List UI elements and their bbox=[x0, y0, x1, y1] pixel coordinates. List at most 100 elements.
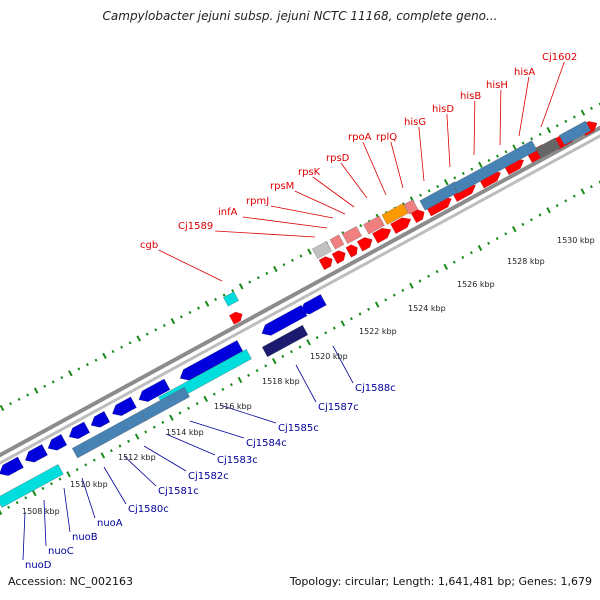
tick-mark-upper bbox=[43, 384, 47, 388]
feature-pink-box bbox=[329, 234, 345, 250]
tick-mark-upper bbox=[188, 310, 192, 315]
reverse-gene-label: Cj1584c bbox=[246, 438, 287, 449]
forward-gene-label: Cj1602 bbox=[542, 52, 577, 63]
feature-dark-box bbox=[261, 324, 309, 358]
feature-gray-box bbox=[312, 241, 332, 259]
feature-gray-box bbox=[535, 137, 561, 159]
leader-line bbox=[418, 126, 425, 182]
reverse-gene-label: Cj1587c bbox=[318, 402, 359, 413]
tick-mark-lower bbox=[187, 406, 191, 410]
reverse-gene-arrow bbox=[0, 456, 24, 476]
tick-mark-upper bbox=[273, 265, 278, 273]
tick-mark-lower bbox=[15, 500, 19, 505]
tick-mark-upper bbox=[427, 189, 431, 193]
leader-line bbox=[22, 511, 26, 561]
tick-mark-upper bbox=[359, 224, 363, 228]
tick-mark-upper bbox=[282, 263, 286, 267]
tick-mark-lower bbox=[0, 509, 3, 516]
forward-gene-arrow bbox=[356, 237, 373, 252]
tick-mark-upper bbox=[265, 271, 269, 275]
reverse-gene-label: Cj1580c bbox=[128, 504, 169, 515]
forward-gene-label: rpsK bbox=[298, 167, 321, 178]
scale-label: 1508 kbp bbox=[22, 507, 60, 516]
tick-mark-upper bbox=[307, 248, 312, 255]
leader-line bbox=[63, 487, 71, 533]
tick-mark-lower bbox=[84, 463, 88, 467]
leader-line bbox=[473, 100, 476, 156]
tick-mark-lower bbox=[24, 496, 28, 500]
forward-gene-label: rpsD bbox=[326, 153, 350, 164]
tick-mark-lower bbox=[306, 339, 311, 346]
tick-mark-lower bbox=[271, 358, 277, 365]
leader-line bbox=[81, 477, 96, 519]
tick-mark-lower bbox=[546, 207, 551, 214]
tick-mark-lower bbox=[41, 486, 45, 491]
tick-mark-lower bbox=[152, 425, 156, 429]
scale-label: 1510 kbp bbox=[70, 480, 108, 489]
tick-mark-lower bbox=[127, 439, 131, 443]
tick-mark-lower bbox=[247, 373, 251, 377]
leader-line bbox=[540, 61, 565, 128]
reverse-gene-arrow bbox=[261, 304, 308, 336]
tick-mark-lower bbox=[511, 226, 517, 233]
leader-line bbox=[390, 141, 404, 189]
tick-mark-upper bbox=[128, 341, 132, 345]
tick-mark-upper bbox=[580, 109, 586, 116]
tick-mark-lower bbox=[75, 467, 79, 472]
forward-gene-label: hisG bbox=[404, 117, 426, 128]
leader-line bbox=[518, 76, 530, 137]
tick-mark-upper bbox=[487, 158, 491, 163]
tick-mark-lower bbox=[31, 490, 37, 497]
tick-mark-lower bbox=[461, 255, 465, 260]
tick-mark-upper bbox=[204, 300, 210, 307]
forward-gene-label: cgb bbox=[140, 240, 158, 251]
tick-mark-lower bbox=[580, 188, 586, 195]
leader-line bbox=[294, 190, 346, 215]
tick-mark-lower bbox=[212, 392, 216, 396]
leader-line bbox=[340, 162, 368, 199]
tick-mark-upper bbox=[145, 332, 149, 336]
tick-mark-lower bbox=[237, 376, 243, 384]
reverse-gene-arrow bbox=[25, 444, 48, 463]
tick-mark-lower bbox=[521, 222, 525, 227]
tick-mark-lower bbox=[401, 288, 405, 293]
tick-mark-upper bbox=[470, 167, 474, 171]
tick-mark-lower bbox=[349, 317, 353, 321]
scale-label: 1512 kbp bbox=[118, 453, 156, 462]
tick-mark-upper bbox=[179, 315, 183, 319]
tick-mark-upper bbox=[512, 144, 517, 151]
scale-label: 1514 kbp bbox=[166, 428, 204, 437]
tick-mark-lower bbox=[66, 471, 71, 478]
feature-pink-box bbox=[403, 199, 419, 215]
reverse-gene-arrow bbox=[112, 396, 137, 416]
reverse-gene-label: nuoA bbox=[97, 518, 123, 529]
tick-mark-lower bbox=[452, 260, 456, 264]
tick-mark-upper bbox=[238, 283, 244, 290]
tick-mark-lower bbox=[332, 326, 336, 330]
tick-mark-upper bbox=[170, 318, 176, 325]
tick-mark-lower bbox=[281, 354, 285, 359]
forward-gene-arrow bbox=[372, 227, 392, 244]
leader-line bbox=[158, 249, 223, 282]
tick-mark-lower bbox=[169, 414, 174, 421]
reverse-gene-arrow bbox=[47, 434, 68, 451]
tick-mark-upper bbox=[248, 280, 252, 284]
reverse-gene-label: Cj1585c bbox=[278, 423, 319, 434]
tick-mark-upper bbox=[436, 184, 440, 189]
forward-gene-label: rpsM bbox=[270, 181, 294, 192]
label-leader-lines bbox=[22, 61, 565, 561]
tick-mark-upper bbox=[453, 176, 457, 180]
feature-pink-box bbox=[363, 215, 385, 235]
tick-mark-lower bbox=[564, 199, 568, 203]
scale-label: 1530 kbp bbox=[557, 236, 595, 245]
tick-mark-upper bbox=[0, 404, 5, 412]
tick-mark-lower bbox=[100, 452, 106, 459]
tick-mark-upper bbox=[120, 345, 124, 349]
feature-blue-box bbox=[558, 120, 592, 146]
tick-mark-upper bbox=[572, 115, 576, 119]
tick-mark-lower bbox=[572, 194, 576, 198]
tick-mark-lower bbox=[367, 307, 371, 311]
tick-mark-lower bbox=[384, 298, 388, 302]
tick-mark-upper bbox=[26, 393, 30, 397]
tick-mark-upper bbox=[33, 387, 39, 394]
